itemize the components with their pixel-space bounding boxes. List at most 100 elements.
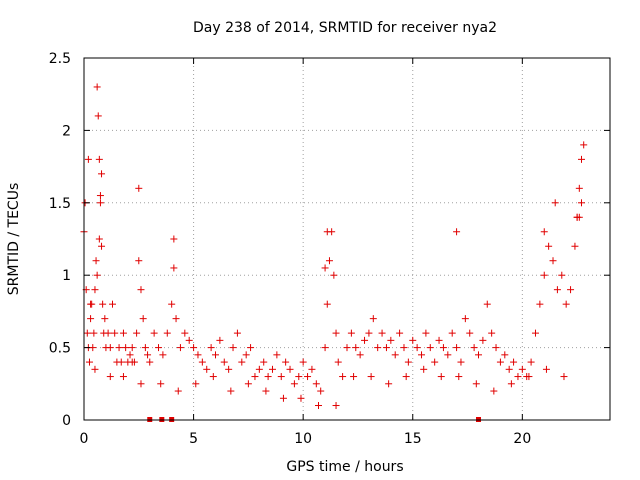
data-point (262, 387, 270, 395)
data-point (308, 365, 316, 373)
data-point (374, 344, 382, 352)
data-point (137, 286, 145, 294)
data-point (343, 344, 351, 352)
data-point (260, 358, 268, 366)
plot-frame (83, 57, 611, 421)
data-point (501, 351, 509, 359)
data-point (93, 271, 101, 279)
data-point (89, 344, 97, 352)
data-point (135, 257, 143, 265)
data-point (282, 358, 290, 366)
data-point (190, 344, 198, 352)
data-point (170, 235, 178, 243)
data-point (496, 358, 504, 366)
data-point (365, 329, 373, 337)
data-point (350, 373, 358, 381)
x-tick-label: 0 (80, 431, 89, 447)
data-point (332, 329, 340, 337)
data-point (170, 264, 178, 272)
data-point (155, 344, 163, 352)
data-point (483, 300, 491, 308)
y-tick-label: 0.5 (49, 341, 71, 357)
data-point (135, 184, 143, 192)
data-point (321, 344, 329, 352)
x-tick-label: 15 (404, 431, 422, 447)
data-point (315, 402, 323, 410)
data-point (507, 380, 515, 388)
data-point (87, 315, 95, 323)
data-point (122, 344, 130, 352)
data-point (562, 300, 570, 308)
data-point (119, 373, 127, 381)
data-point (264, 373, 272, 381)
data-point (137, 380, 145, 388)
data-point (146, 358, 154, 366)
data-point (139, 315, 147, 323)
data-point (514, 373, 522, 381)
data-point (220, 358, 228, 366)
data-point (95, 155, 103, 163)
data-point (418, 351, 426, 359)
data-point (225, 365, 233, 373)
data-point (439, 344, 447, 352)
data-point (347, 329, 355, 337)
data-point (168, 300, 176, 308)
data-point (176, 344, 184, 352)
data-point (227, 387, 235, 395)
data-point (396, 329, 404, 337)
data-point (400, 344, 408, 352)
data-point (391, 351, 399, 359)
data-point (475, 351, 482, 359)
data-point (378, 329, 386, 337)
data-point (472, 380, 480, 388)
x-tick-label: 10 (294, 431, 312, 447)
data-point (453, 344, 461, 352)
data-point (93, 83, 101, 91)
data-point (141, 344, 149, 352)
data-point (207, 344, 215, 352)
x-axis-label: GPS time / hours (286, 459, 403, 475)
data-point (334, 358, 342, 366)
y-tick-label: 1 (62, 268, 71, 284)
data-point (95, 235, 103, 243)
data-point (409, 336, 417, 344)
data-point (295, 373, 303, 381)
data-point (361, 336, 369, 344)
data-point (312, 380, 320, 388)
data-point (90, 329, 98, 337)
data-point (299, 358, 307, 366)
data-point (286, 365, 294, 373)
data-point (119, 329, 127, 337)
data-point (290, 380, 298, 388)
data-point (404, 358, 412, 366)
data-point (545, 242, 553, 250)
data-point (578, 155, 586, 163)
data-point (229, 344, 237, 352)
data-point (91, 365, 99, 373)
data-point (108, 300, 116, 308)
data-point (157, 380, 165, 388)
data-point (94, 112, 102, 120)
data-point (92, 257, 100, 265)
data-point (369, 315, 377, 323)
data-point (536, 300, 544, 308)
data-point (558, 271, 566, 279)
data-point (549, 257, 557, 265)
data-point (96, 199, 104, 207)
data-point (87, 300, 95, 308)
x-axis-ticks: 0 5 10 15 20 (80, 58, 531, 447)
grid-lines (84, 58, 610, 420)
data-point (321, 264, 329, 272)
data-point (192, 380, 200, 388)
data-point (531, 329, 539, 337)
data-point (510, 358, 518, 366)
data-point (242, 351, 250, 359)
data-point (194, 351, 202, 359)
data-point (575, 213, 583, 221)
data-point (435, 336, 443, 344)
data-point (457, 358, 465, 366)
y-tick-label: 1.5 (49, 196, 71, 212)
data-point (356, 351, 364, 359)
data-point (560, 373, 568, 381)
